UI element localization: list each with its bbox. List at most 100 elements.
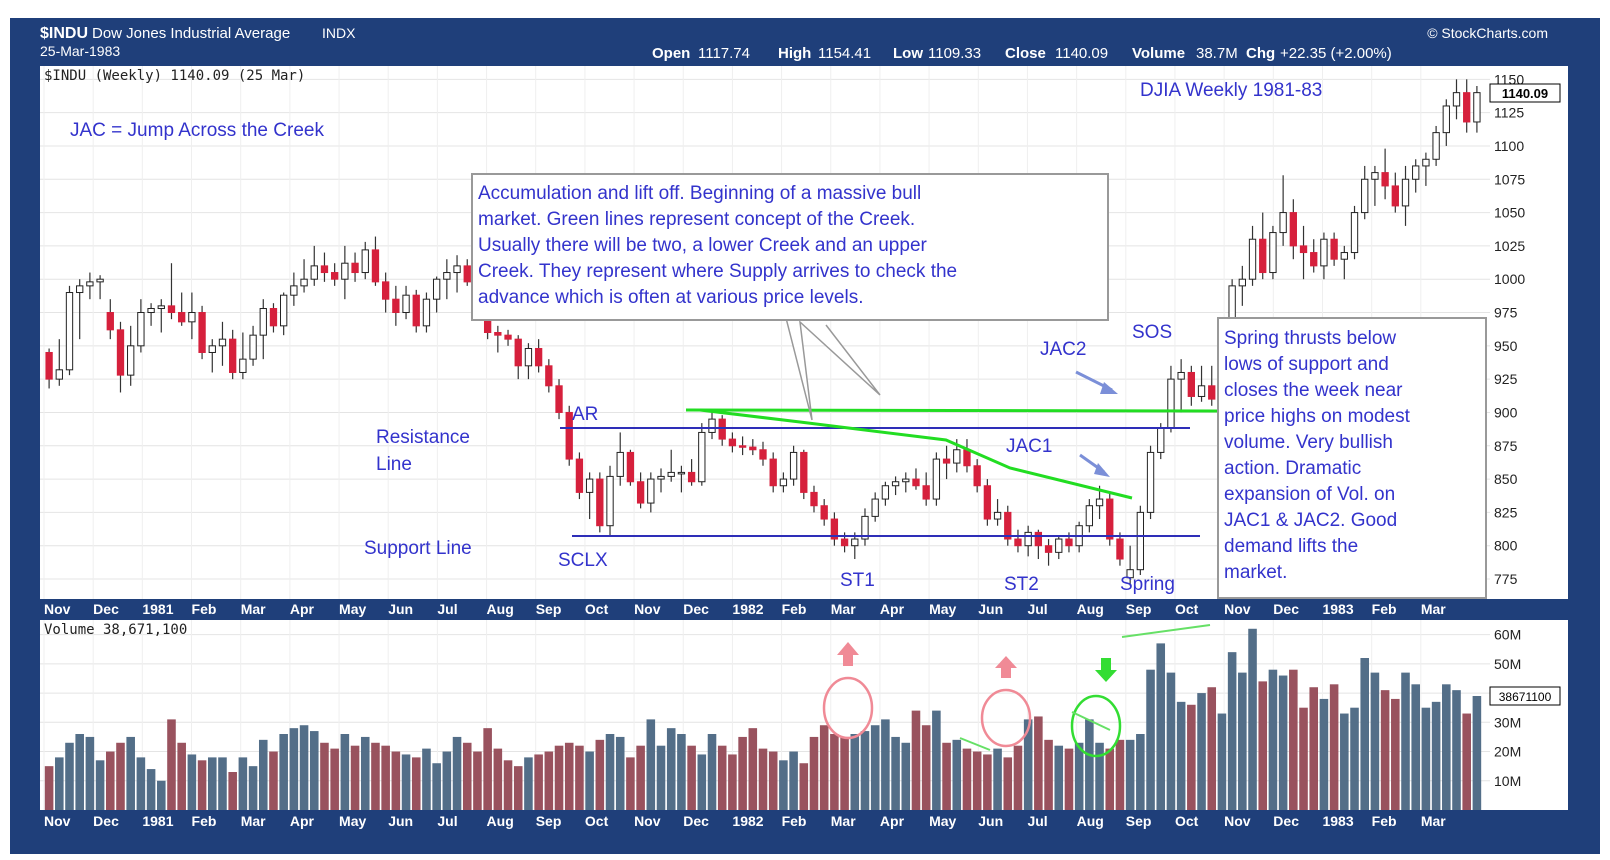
- candle-body: [606, 475, 614, 527]
- callout-top-line: Accumulation and lift off. Beginning of …: [478, 183, 921, 204]
- month-label: Apr: [880, 601, 905, 617]
- volume-bar: [768, 751, 778, 810]
- chg-label: Chg: [1246, 45, 1275, 62]
- exchange-label: INDX: [322, 25, 356, 41]
- volume-trend-line: [1071, 711, 1111, 731]
- volume-bar: [860, 731, 870, 810]
- volume-bar: [187, 754, 197, 810]
- callout-right-line: closes the week near: [1224, 380, 1403, 401]
- candle-body: [320, 265, 329, 274]
- candle-body: [1452, 92, 1461, 107]
- candle-body: [188, 312, 196, 323]
- volume-bar: [636, 745, 645, 810]
- volume-bar: [962, 748, 972, 810]
- volume-bar: [340, 734, 350, 810]
- candle-body: [932, 458, 941, 500]
- volume-bar: [1299, 707, 1308, 810]
- volume-legend: Volume 38,671,100: [44, 622, 187, 638]
- volume-bar: [646, 719, 656, 810]
- month-label: Nov: [634, 601, 661, 617]
- candle-body: [728, 438, 737, 447]
- candle-body: [1391, 185, 1399, 207]
- month-label: Apr: [290, 601, 315, 617]
- candle-body: [565, 411, 573, 460]
- candle-body: [524, 347, 533, 367]
- volume-bar: [1207, 687, 1217, 810]
- credit-label: © StockCharts.com: [1427, 25, 1548, 41]
- candle-body: [1177, 371, 1185, 380]
- low-value: 1109.33: [928, 45, 981, 62]
- candle-body: [330, 272, 339, 280]
- volume-bar: [1227, 652, 1237, 810]
- volume-bar: [1472, 696, 1482, 810]
- volume-bar: [1136, 734, 1145, 810]
- volume-bar: [554, 745, 564, 810]
- jac2-label: JAC2: [1040, 339, 1086, 360]
- candle-body: [1432, 132, 1440, 160]
- volume-bar: [758, 748, 768, 810]
- chg-value: +22.35 (+2.00%): [1280, 45, 1392, 62]
- volume-bar: [299, 725, 309, 810]
- candle-body: [1238, 278, 1246, 287]
- candle-body: [1044, 545, 1053, 553]
- candle-body: [1126, 569, 1134, 579]
- price-tick-label: 850: [1494, 471, 1518, 487]
- volume-bar: [269, 751, 278, 810]
- volume-bar: [1309, 687, 1319, 810]
- candle-body: [800, 451, 808, 493]
- price-legend: $INDU (Weekly) 1140.09 (25 Mar): [44, 68, 305, 84]
- candle-body: [1014, 538, 1022, 547]
- month-label: Nov: [634, 813, 661, 829]
- candle-body: [769, 458, 777, 487]
- candle-body: [1463, 92, 1471, 123]
- candle-body: [412, 294, 420, 327]
- volume-bar: [666, 728, 676, 810]
- volume-bar: [65, 742, 74, 810]
- volume-bar: [748, 728, 758, 810]
- month-label: Aug: [1077, 601, 1104, 617]
- open-label: Open: [652, 45, 690, 62]
- candle-body: [1361, 178, 1369, 214]
- month-label: Oct: [1175, 813, 1199, 829]
- last-price-tag: 1140.09: [1502, 86, 1548, 101]
- candle-body: [157, 305, 165, 310]
- candles-group: [45, 79, 1481, 586]
- candle-body: [1350, 212, 1359, 254]
- volume-bar: [289, 728, 299, 810]
- candle-body: [922, 485, 930, 500]
- volume-bars-group: [44, 628, 1482, 810]
- volume-bar: [840, 736, 849, 810]
- candle-body: [96, 278, 104, 283]
- candle-body: [453, 265, 461, 274]
- volume-bar: [320, 742, 329, 810]
- month-label: Oct: [1175, 601, 1199, 617]
- volume-bar: [575, 745, 584, 810]
- volume-bar: [993, 748, 1002, 810]
- month-label: Jul: [437, 601, 457, 617]
- volume-trend-line: [959, 737, 991, 751]
- month-label: Dec: [1273, 813, 1299, 829]
- volume-bar: [452, 736, 462, 810]
- volume-bar: [1340, 713, 1349, 810]
- volume-bar: [136, 757, 146, 810]
- candle-body: [1299, 245, 1308, 254]
- volume-bar: [1074, 742, 1084, 810]
- volume-bar: [248, 766, 258, 810]
- jac-definition: JAC = Jump Across the Creek: [70, 120, 324, 141]
- volume-bar: [75, 734, 84, 810]
- volume-bar: [605, 734, 615, 810]
- resistance-label-2: Line: [376, 454, 412, 475]
- month-label: Sep: [536, 601, 562, 617]
- jac1-arrow: [1079, 453, 1110, 477]
- volume-bar: [207, 757, 217, 810]
- candle-body: [229, 338, 237, 373]
- callout-top-line: Creek. They represent where Supply arriv…: [478, 261, 957, 282]
- volume-bar: [493, 748, 503, 810]
- candle-body: [779, 478, 788, 487]
- volume-bar: [442, 751, 452, 810]
- candle-body: [1024, 531, 1032, 547]
- candle-body: [983, 485, 992, 520]
- volume-bar: [1401, 672, 1410, 810]
- volume-up-arrow: [837, 642, 859, 666]
